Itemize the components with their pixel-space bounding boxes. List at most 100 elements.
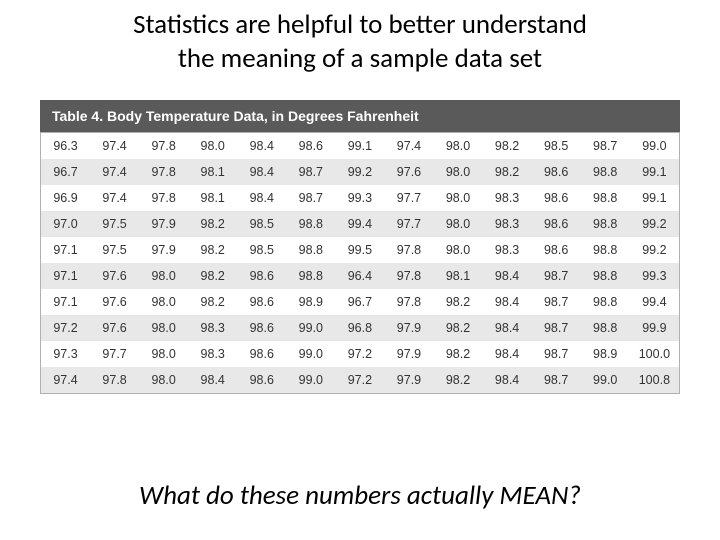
slide-heading: Statistics are helpful to better underst… (0, 0, 720, 76)
table-cell: 97.8 (139, 133, 188, 159)
table-cell: 97.1 (41, 237, 90, 263)
table-cell: 98.2 (188, 289, 237, 315)
table-cell: 98.5 (532, 133, 581, 159)
table-cell: 98.2 (483, 159, 532, 185)
table-cell: 99.3 (335, 185, 384, 211)
table-cell: 97.8 (384, 289, 433, 315)
table-row: 97.197.698.098.298.698.896.497.898.198.4… (41, 263, 679, 289)
table-cell: 98.4 (483, 341, 532, 367)
table-cell: 97.4 (90, 185, 139, 211)
table-cell: 99.2 (630, 237, 679, 263)
table-caption: Table 4. Body Temperature Data, in Degre… (40, 100, 680, 132)
table-cell: 99.0 (286, 367, 335, 393)
table-cell: 98.2 (434, 367, 483, 393)
table-cell: 98.6 (237, 289, 286, 315)
data-table-container: 96.397.497.898.098.498.699.197.498.098.2… (40, 132, 680, 394)
table-cell: 98.8 (581, 315, 630, 341)
table-cell: 98.8 (286, 263, 335, 289)
table-cell: 97.2 (41, 315, 90, 341)
table-cell: 98.8 (581, 263, 630, 289)
table-cell: 98.0 (139, 315, 188, 341)
table-cell: 98.1 (434, 263, 483, 289)
table-cell: 98.9 (286, 289, 335, 315)
table-cell: 98.0 (188, 133, 237, 159)
table-row: 97.297.698.098.398.699.096.897.998.298.4… (41, 315, 679, 341)
table-cell: 98.6 (532, 211, 581, 237)
table-cell: 98.2 (434, 315, 483, 341)
table-cell: 98.4 (483, 263, 532, 289)
table-cell: 97.0 (41, 211, 90, 237)
table-cell: 98.6 (286, 133, 335, 159)
table-cell: 99.3 (630, 263, 679, 289)
table-cell: 99.0 (286, 315, 335, 341)
table-cell: 98.6 (532, 237, 581, 263)
table-cell: 98.4 (237, 185, 286, 211)
question-text: What do these numbers actually MEAN? (0, 479, 720, 512)
table-cell: 98.3 (483, 211, 532, 237)
table-cell: 99.0 (630, 133, 679, 159)
table-cell: 97.9 (384, 315, 433, 341)
table-cell: 98.8 (581, 237, 630, 263)
table-cell: 99.0 (286, 341, 335, 367)
table-row: 97.197.597.998.298.598.899.597.898.098.3… (41, 237, 679, 263)
table-cell: 98.0 (434, 185, 483, 211)
table-cell: 98.2 (483, 133, 532, 159)
table-cell: 98.8 (286, 237, 335, 263)
table-cell: 97.8 (384, 263, 433, 289)
table-cell: 97.8 (139, 159, 188, 185)
table-row: 96.997.497.898.198.498.799.397.798.098.3… (41, 185, 679, 211)
table-cell: 97.8 (139, 185, 188, 211)
table-cell: 98.7 (532, 263, 581, 289)
table-cell: 98.8 (581, 185, 630, 211)
table-cell: 99.0 (581, 367, 630, 393)
table-cell: 97.6 (90, 263, 139, 289)
table-cell: 96.3 (41, 133, 90, 159)
table-cell: 98.0 (139, 263, 188, 289)
table-cell: 98.3 (188, 341, 237, 367)
table-cell: 97.8 (90, 367, 139, 393)
table-cell: 98.7 (532, 289, 581, 315)
table-cell: 98.3 (483, 237, 532, 263)
table-row: 97.397.798.098.398.699.097.297.998.298.4… (41, 341, 679, 367)
table-cell: 98.4 (237, 133, 286, 159)
table-cell: 97.8 (384, 237, 433, 263)
table-cell: 99.1 (335, 133, 384, 159)
table-cell: 96.9 (41, 185, 90, 211)
table-cell: 97.1 (41, 263, 90, 289)
table-cell: 97.9 (384, 367, 433, 393)
table-cell: 97.4 (41, 367, 90, 393)
table-cell: 98.1 (188, 159, 237, 185)
table-cell: 98.0 (434, 237, 483, 263)
table-cell: 98.4 (483, 367, 532, 393)
table-cell: 97.5 (90, 237, 139, 263)
table-cell: 98.6 (237, 341, 286, 367)
table-cell: 98.2 (434, 341, 483, 367)
table-cell: 98.3 (188, 315, 237, 341)
table-cell: 97.4 (90, 159, 139, 185)
table-cell: 98.6 (532, 159, 581, 185)
table-cell: 97.4 (90, 133, 139, 159)
table-cell: 97.4 (384, 133, 433, 159)
table-cell: 98.6 (237, 315, 286, 341)
table-cell: 98.8 (581, 159, 630, 185)
table-cell: 98.7 (286, 159, 335, 185)
table-cell: 98.5 (237, 237, 286, 263)
table-cell: 99.5 (335, 237, 384, 263)
table-cell: 98.4 (188, 367, 237, 393)
table-cell: 97.5 (90, 211, 139, 237)
table-cell: 99.2 (630, 211, 679, 237)
table-cell: 98.0 (139, 289, 188, 315)
table-cell: 99.4 (630, 289, 679, 315)
table-cell: 98.0 (139, 341, 188, 367)
table-cell: 98.7 (532, 315, 581, 341)
table-cell: 96.7 (335, 289, 384, 315)
table-cell: 96.8 (335, 315, 384, 341)
table-cell: 97.9 (384, 341, 433, 367)
body-temperature-table: 96.397.497.898.098.498.699.197.498.098.2… (41, 133, 679, 393)
table-cell: 97.9 (139, 211, 188, 237)
heading-line-2: the meaning of a sample data set (178, 42, 542, 75)
table-cell: 99.2 (335, 159, 384, 185)
table-cell: 96.4 (335, 263, 384, 289)
table-cell: 97.6 (384, 159, 433, 185)
table-cell: 99.9 (630, 315, 679, 341)
